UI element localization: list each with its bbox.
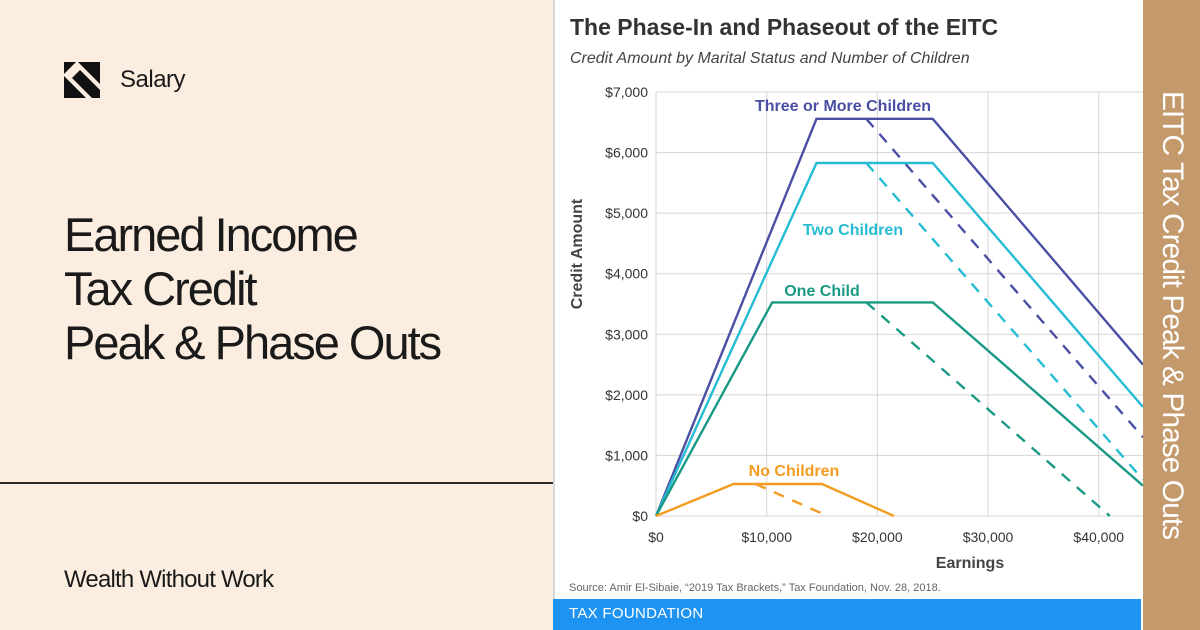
x-tick-label: $0 <box>648 529 664 545</box>
eitc-line-chart: $0 $1,000 $2,000 $3,000 $4,000 $5,000 $6,000 $7… <box>569 84 1143 572</box>
chart-series <box>654 117 1143 518</box>
series-solid-line <box>654 117 1143 517</box>
chart-card <box>553 0 1143 630</box>
x-axis-title: Earnings <box>936 555 1005 572</box>
brand-logo-icon <box>64 62 100 98</box>
y-axis-ticks: $0 $1,000 $2,000 $3,000 $4,000 $5,000 $6,000 $7… <box>605 84 648 524</box>
chart-subtitle: Credit Amount by Marital Status and Numb… <box>570 50 970 67</box>
headline-line-1: Earned Income <box>64 208 359 261</box>
y-tick-label: $6,000 <box>605 145 648 161</box>
card-border <box>553 0 555 630</box>
y-tick-label: $7,000 <box>605 84 648 100</box>
source-note: Source: Amir El-Sibaie, “2019 Tax Bracke… <box>569 582 941 594</box>
y-tick-label: $4,000 <box>605 266 648 282</box>
series-dashed-line <box>755 482 829 518</box>
series-solid-line <box>655 482 895 518</box>
chart-title: The Phase-In and Phaseout of the EITC <box>570 14 999 40</box>
side-banner-text: EITC Tax Credit Peak & Phase Outs <box>1155 90 1189 540</box>
x-axis-ticks: $0 $10,000 $20,000 $30,000 $40,000 <box>648 529 1124 545</box>
y-tick-label: $5,000 <box>605 205 648 221</box>
x-tick-label: $10,000 <box>741 529 792 545</box>
divider <box>0 482 553 484</box>
brand: Salary <box>64 62 186 98</box>
brand-name: Salary <box>120 66 186 93</box>
left-panel: Salary Earned Income Tax Credit Peak & P… <box>0 0 553 630</box>
series-label: Two Children <box>803 222 903 239</box>
foundation-bar: TAX FOUNDATION <box>553 599 1141 630</box>
page-title: Earned Income Tax Credit Peak & Phase Ou… <box>64 208 442 370</box>
x-tick-label: $20,000 <box>852 529 903 545</box>
y-tick-label: $3,000 <box>605 326 648 342</box>
series-dashed-line <box>865 162 1143 481</box>
x-tick-label: $30,000 <box>963 529 1014 545</box>
y-tick-label: $0 <box>632 508 648 524</box>
y-tick-label: $1,000 <box>605 447 648 463</box>
series-labels: Three or More Children Two Children One Ch… <box>749 98 931 480</box>
headline-line-2: Tax Credit <box>64 262 258 315</box>
series-label: Three or More Children <box>755 98 931 115</box>
series-label: One Child <box>784 283 860 300</box>
headline-line-3: Peak & Phase Outs <box>64 316 442 369</box>
series-solid-line <box>654 301 1143 517</box>
y-axis-title: Credit Amount <box>569 198 586 309</box>
footer-text: Wealth Without Work <box>64 566 274 593</box>
side-banner: EITC Tax Credit Peak & Phase Outs <box>1143 0 1200 630</box>
x-tick-label: $40,000 <box>1073 529 1124 545</box>
series-solid-line <box>654 161 1143 517</box>
series-label: No Children <box>749 463 840 480</box>
series-dashed-line <box>865 301 1111 517</box>
series-dashed-line <box>865 118 1143 439</box>
y-tick-label: $2,000 <box>605 387 648 403</box>
foundation-label: TAX FOUNDATION <box>569 605 704 622</box>
